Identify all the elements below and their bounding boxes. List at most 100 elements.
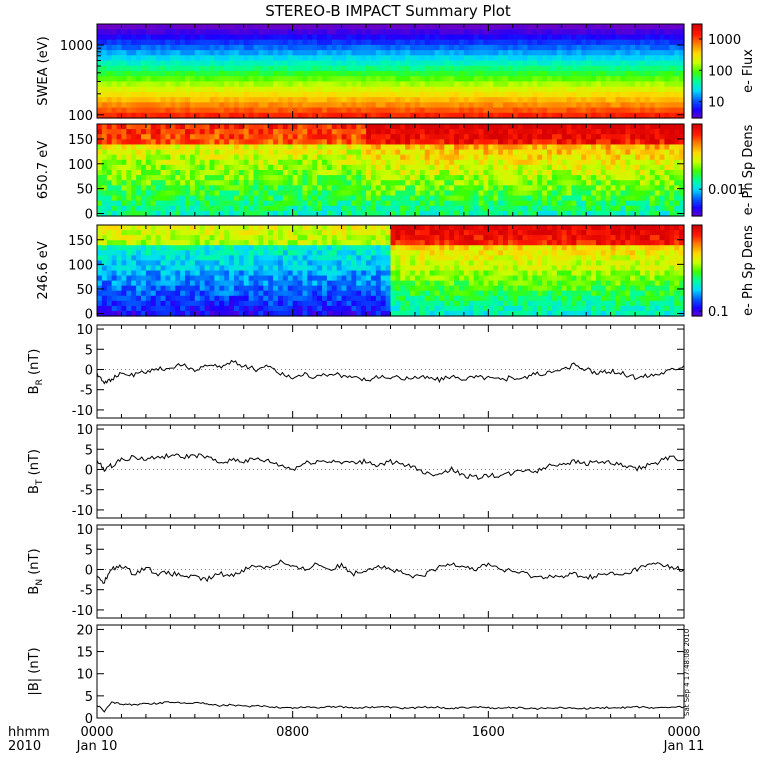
heatmap-cell: [366, 205, 372, 212]
heatmap-cell: [126, 144, 132, 151]
heatmap-cell: [659, 107, 666, 114]
heatmap-cell: [253, 76, 260, 83]
heatmap-cell: [424, 102, 431, 109]
heatmap-cell: [483, 81, 489, 88]
heatmap-cell: [106, 195, 113, 202]
heatmap-cell: [175, 24, 181, 30]
heatmap-cell: [410, 107, 416, 114]
heatmap-cell: [194, 60, 201, 67]
heatmap-cell: [326, 102, 333, 109]
heatmap-cell: [175, 97, 181, 103]
heatmap-cell: [131, 55, 137, 62]
heatmap-cell: [101, 195, 108, 202]
heatmap-cell: [155, 65, 162, 72]
heatmap-cell: [390, 200, 396, 207]
heatmap-cell: [170, 265, 176, 272]
heatmap-cell: [429, 139, 436, 146]
heatmap-cell: [346, 210, 352, 217]
heatmap-cell: [503, 34, 509, 41]
heatmap-cell: [282, 97, 289, 103]
heatmap-cell: [331, 65, 338, 72]
heatmap-cell: [341, 200, 348, 207]
heatmap-cell: [229, 139, 235, 146]
heatmap-cell: [170, 195, 176, 202]
heatmap-cell: [248, 24, 255, 30]
heatmap-cell: [468, 205, 475, 212]
heatmap-cell: [551, 195, 558, 202]
heatmap-cell: [385, 91, 392, 98]
heatmap-cell: [229, 34, 235, 41]
heatmap-cell: [630, 195, 636, 202]
heatmap-cell: [204, 230, 211, 236]
heatmap-cell: [121, 235, 127, 241]
heatmap-cell: [189, 144, 196, 151]
heatmap-cell: [468, 170, 475, 176]
heatmap-cell: [630, 107, 636, 114]
heatmap-cell: [439, 71, 445, 77]
heatmap-cell: [292, 170, 299, 176]
heatmap-cell: [297, 175, 304, 181]
colorbar-step: [692, 40, 702, 44]
heatmap-cell: [238, 159, 245, 166]
heatmap-cell: [483, 39, 489, 46]
heatmap-cell: [556, 175, 563, 181]
heatmap-cell: [429, 144, 436, 151]
heatmap-cell: [292, 124, 299, 130]
heatmap-cell: [268, 200, 274, 207]
heatmap-cell: [400, 29, 406, 36]
heatmap-cell: [341, 139, 348, 146]
heatmap-cell: [111, 225, 118, 231]
heatmap-cell: [126, 285, 132, 292]
heatmap-cell: [542, 44, 548, 51]
heatmap-cell: [331, 159, 338, 166]
heatmap-cell: [165, 255, 171, 261]
heatmap-cell: [121, 310, 127, 317]
heatmap-cell: [566, 44, 573, 51]
heatmap-cell: [165, 250, 171, 256]
heatmap-cell: [160, 107, 167, 114]
heatmap-cell: [165, 210, 171, 217]
heatmap-cell: [111, 185, 118, 192]
heatmap-cell: [370, 149, 377, 156]
heatmap-cell: [669, 154, 675, 161]
heatmap-cell: [380, 60, 387, 67]
heatmap-cell: [302, 159, 308, 166]
heatmap-cell: [317, 200, 323, 207]
heatmap-cell: [307, 175, 313, 181]
heatmap-cell: [463, 71, 470, 77]
heatmap-cell: [131, 205, 137, 212]
heatmap-cell: [473, 44, 480, 51]
heatmap-cell: [576, 50, 582, 56]
heatmap-cell: [610, 112, 617, 119]
heatmap-cell: [478, 29, 485, 36]
heatmap-cell: [649, 124, 656, 130]
heatmap-cell: [263, 139, 269, 146]
heatmap-cell: [322, 180, 328, 186]
heatmap-cell: [498, 86, 504, 93]
heatmap-cell: [326, 24, 333, 30]
heatmap-cell: [194, 235, 201, 241]
heatmap-cell: [145, 240, 152, 246]
heatmap-cell: [204, 65, 211, 72]
heatmap-cell: [194, 76, 201, 83]
heatmap-cell: [512, 200, 519, 207]
heatmap-cell: [165, 305, 171, 312]
heatmap-cell: [160, 159, 167, 166]
heatmap-cell: [204, 250, 211, 256]
heatmap-cell: [419, 139, 426, 146]
heatmap-cell: [595, 175, 602, 181]
heatmap-cell: [106, 190, 113, 197]
heatmap-cell: [395, 29, 401, 36]
heatmap-cell: [209, 300, 215, 307]
heatmap-cell: [434, 39, 441, 46]
heatmap-cell: [126, 97, 132, 103]
heatmap-cell: [674, 129, 680, 135]
heatmap-cell: [307, 102, 313, 109]
y-tick-label: 150: [68, 133, 93, 148]
heatmap-cell: [610, 60, 617, 67]
heatmap-cell: [605, 205, 612, 212]
heatmap-cell: [204, 265, 211, 272]
heatmap-cell: [106, 81, 113, 88]
heatmap-cell: [659, 175, 666, 181]
heatmap-cell: [106, 310, 113, 317]
